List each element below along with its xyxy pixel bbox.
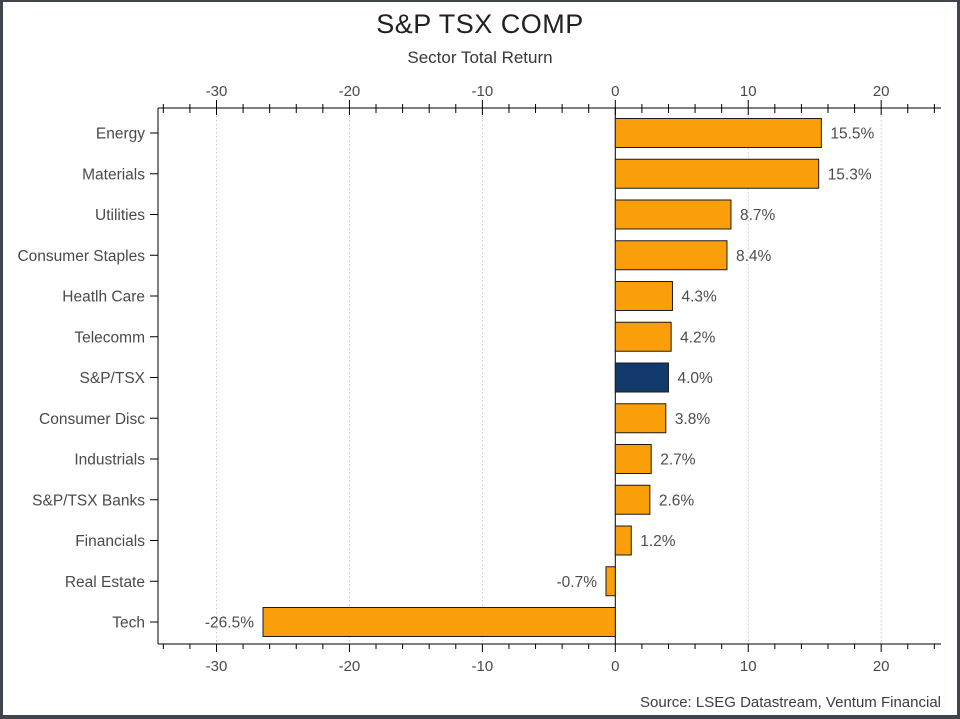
bar-heatlh-care [614,281,673,311]
category-label: Utilities [95,207,145,224]
bar-materials [614,158,820,189]
x-tick-label-bottom: -20 [339,658,361,675]
bar-value-label: 3.8% [675,411,711,428]
category-label: Heatlh Care [62,289,145,306]
bar-value-label: 8.7% [740,207,776,224]
x-tick-label-bottom: -30 [206,658,228,675]
x-tick-label-top: -10 [472,83,494,100]
bar-value-label: 8.4% [736,248,772,265]
bar-value-label: 4.3% [681,289,717,306]
bar-value-label: 1.2% [640,533,676,550]
x-tick-label-bottom: 20 [873,658,890,675]
x-tick-label-top: -20 [339,83,361,100]
bar-value-label: 2.7% [660,452,696,469]
category-label: Telecomm [74,329,145,346]
category-label: Industrials [74,452,145,469]
bar-value-label: 2.6% [659,492,695,509]
bar-real-estate [605,566,616,597]
bar-consumer-staples [614,240,728,271]
category-label: Consumer Disc [39,411,145,428]
category-label: Energy [96,126,145,143]
bar-utilities [614,199,732,230]
bar-chart-canvas: 15.5% 15.3% 8.7% 8.4% 4.3% 4.2% 4.0% 3.8% 2.7% 2.… [17,83,941,675]
x-tick-label-top: 10 [740,83,757,100]
x-tick-label-top: -30 [206,83,228,100]
category-label: Real Estate [65,574,145,591]
chart-title: S&P TSX COMP [376,9,584,39]
bar-value-label: 4.0% [677,370,713,387]
category-label: Tech [112,615,145,632]
category-label: Materials [82,166,145,183]
bar-tech [262,607,616,637]
bar-value-label: -26.5% [205,615,254,632]
x-tick-label-bottom: 10 [740,658,757,675]
category-label: S&P/TSX [80,370,146,387]
bar-value-label: -0.7% [556,574,597,591]
x-tick-label-top: 0 [611,83,619,100]
bar-consumer-disc [614,403,667,434]
category-label: Consumer Staples [17,248,145,265]
bar-value-label: 15.5% [830,126,874,143]
x-tick-label-bottom: 0 [611,658,619,675]
bar-s-p-tsx-banks [614,484,651,515]
bar-industrials [614,444,652,474]
bar-energy [614,118,822,148]
bar-s-p-tsx [614,362,669,393]
chart-subtitle: Sector Total Return [407,48,553,67]
category-label: Financials [75,533,145,550]
source-credit: Source: LSEG Datastream, Ventum Financia… [640,694,941,711]
bar-value-label: 15.3% [828,166,872,183]
bar-telecomm [614,321,672,352]
bar-value-label: 4.2% [680,329,716,346]
x-tick-label-top: 20 [873,83,890,100]
category-label: S&P/TSX Banks [32,492,145,509]
x-tick-label-bottom: -10 [472,658,494,675]
bar-financials [614,525,632,556]
